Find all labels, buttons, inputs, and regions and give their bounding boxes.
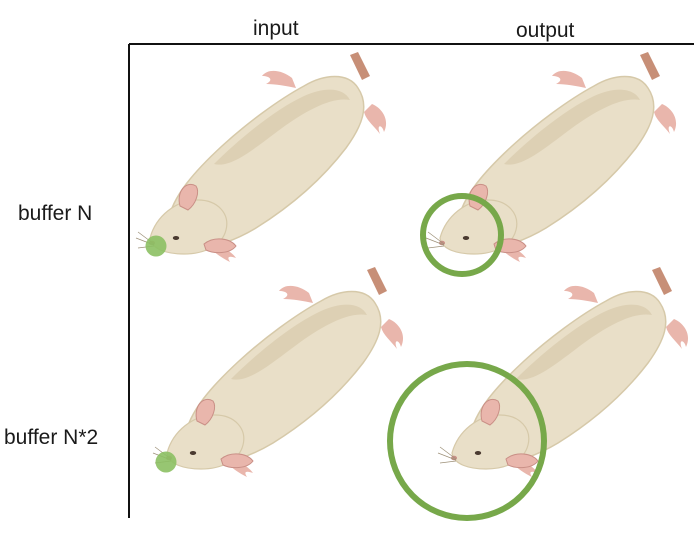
column-label-input: input bbox=[253, 17, 299, 40]
green-dot-input-buffer-n2 bbox=[155, 451, 177, 473]
mouse-output-buffer-n2 bbox=[437, 266, 689, 478]
column-label-output: output bbox=[516, 19, 575, 42]
row-label-buffer-n2: buffer N*2 bbox=[4, 426, 99, 449]
row-label-buffer-n: buffer N bbox=[18, 202, 93, 225]
mouse-output-buffer-n bbox=[425, 51, 677, 263]
mouse-input-buffer-n2 bbox=[152, 266, 404, 478]
mouse-input-buffer-n bbox=[135, 51, 387, 263]
green-dot-input-buffer-n bbox=[145, 235, 167, 257]
green-ring-output-buffer-n bbox=[420, 193, 504, 277]
green-ring-output-buffer-n2 bbox=[387, 361, 547, 521]
